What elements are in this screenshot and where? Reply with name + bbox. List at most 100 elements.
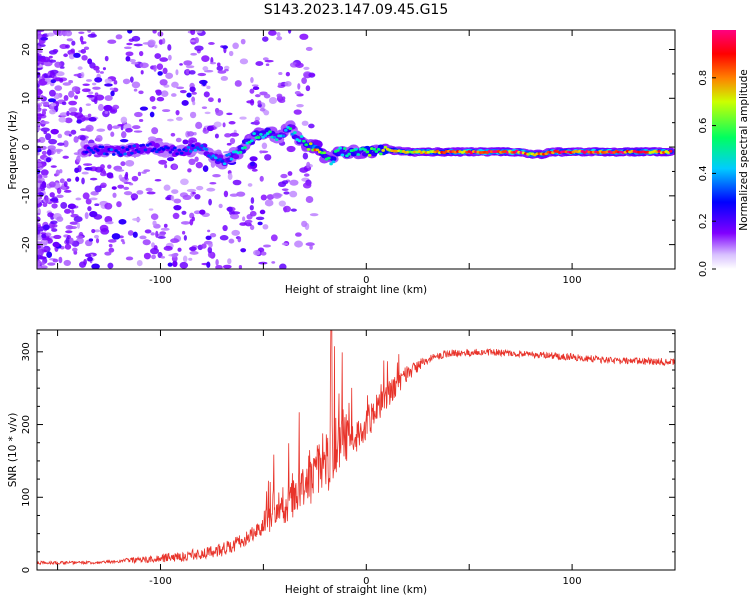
noise-speckle: [73, 73, 83, 77]
noise-blob: [202, 165, 209, 173]
ridge-core: [141, 143, 146, 147]
ridge-core: [293, 131, 297, 135]
ridge-core: [374, 150, 379, 153]
noise-speckle: [82, 83, 90, 86]
noise-blob: [182, 139, 189, 145]
noise-speckle: [143, 169, 151, 173]
ridge-core: [132, 144, 136, 148]
noise-speckle: [76, 155, 81, 163]
noise-speckle: [186, 188, 197, 193]
ridge-core: [250, 139, 254, 143]
noise-speckle: [126, 42, 133, 46]
noise-speckle: [138, 118, 144, 122]
ridge-core: [272, 135, 277, 139]
ridge-core: [89, 148, 93, 152]
ridge-core: [243, 146, 247, 150]
noise-speckle: [109, 87, 115, 91]
noise-blob: [37, 256, 47, 260]
noise-speckle: [104, 95, 113, 101]
noise-speckle: [224, 133, 232, 138]
noise-speckle: [224, 68, 229, 72]
noise-blob: [172, 260, 178, 268]
noise-speckle: [239, 222, 247, 226]
noise-blob: [94, 77, 103, 83]
noise-speckle: [37, 108, 42, 113]
noise-blob: [139, 106, 149, 111]
noise-speckle: [91, 82, 97, 86]
noise-blob: [199, 209, 206, 215]
noise-blob: [87, 256, 93, 262]
noise-speckle: [52, 49, 59, 53]
noise-speckle: [305, 242, 315, 247]
noise-speckle: [232, 179, 242, 186]
noise-speckle: [88, 91, 94, 95]
ridge-core: [116, 151, 121, 154]
ridge-body: [153, 143, 160, 148]
noise-speckle: [37, 50, 43, 54]
ridge-core: [143, 148, 148, 152]
noise-speckle: [120, 116, 128, 124]
ridge-core: [154, 150, 159, 154]
noise-blob: [259, 209, 266, 215]
noise-speckle: [259, 175, 264, 182]
noise-speckle: [70, 48, 75, 53]
noise-blob: [252, 86, 260, 91]
noise-speckle: [55, 169, 60, 176]
noise-speckle: [254, 116, 260, 122]
noise-speckle: [154, 53, 162, 59]
noise-speckle: [100, 164, 105, 170]
noise-speckle: [170, 132, 176, 137]
noise-blob: [110, 90, 115, 97]
noise-speckle: [76, 222, 81, 229]
noise-speckle: [70, 129, 77, 135]
noise-speckle: [37, 30, 45, 33]
noise-speckle: [47, 145, 56, 151]
noise-speckle: [121, 131, 127, 139]
noise-speckle: [247, 183, 253, 187]
noise-speckle: [73, 216, 83, 223]
noise-speckle: [76, 235, 84, 239]
noise-speckle: [182, 194, 192, 201]
noise-speckle: [112, 192, 117, 198]
noise-speckle: [192, 101, 196, 106]
noise-speckle: [125, 127, 133, 133]
ridge-core: [367, 153, 372, 157]
spectrogram-xlabel: Height of straight line (km): [285, 284, 427, 296]
noise-speckle: [301, 120, 309, 126]
noise-speckle: [51, 228, 58, 232]
noise-speckle: [226, 142, 232, 146]
ridge-core: [338, 146, 342, 150]
noise-speckle: [305, 85, 311, 92]
noise-speckle: [37, 31, 41, 35]
noise-speckle: [133, 43, 143, 47]
noise-speckle: [110, 109, 116, 113]
ridge-core: [134, 148, 139, 152]
noise-blob: [189, 86, 196, 93]
noise-speckle: [289, 190, 298, 198]
noise-speckle: [133, 88, 138, 92]
noise-speckle: [60, 202, 68, 209]
noise-speckle: [137, 171, 142, 177]
noise-speckle: [87, 30, 92, 33]
noise-speckle: [302, 182, 312, 189]
noise-speckle: [42, 108, 48, 112]
noise-speckle: [63, 259, 71, 267]
noise-speckle: [309, 244, 313, 250]
noise-speckle: [195, 161, 203, 169]
noise-speckle: [281, 188, 289, 191]
noise-speckle: [226, 112, 233, 116]
noise-speckle: [56, 194, 64, 198]
noise-speckle: [113, 80, 118, 85]
noise-speckle: [265, 63, 270, 67]
noise-speckle: [195, 30, 203, 34]
noise-speckle: [297, 83, 301, 90]
ridge-core: [327, 156, 331, 160]
noise-speckle: [223, 190, 229, 198]
noise-speckle: [180, 178, 189, 186]
noise-speckle: [122, 241, 126, 245]
noise-speckle: [97, 103, 104, 111]
y-tick-label: 10: [21, 92, 32, 105]
noise-speckle: [155, 89, 162, 94]
noise-speckle: [72, 247, 78, 252]
